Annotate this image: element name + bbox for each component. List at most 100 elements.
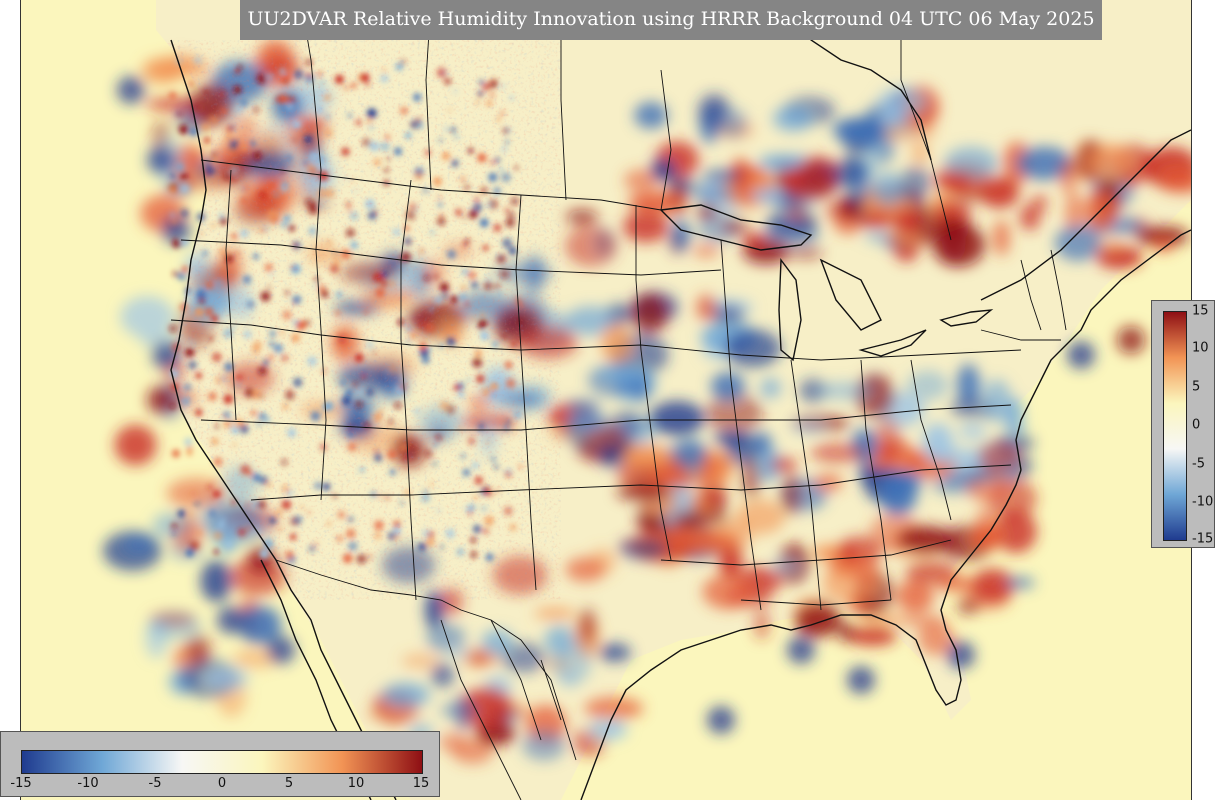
moist-innovation-blob — [586, 427, 627, 447]
new-england-lines — [980, 249, 1067, 341]
dry-speckle — [217, 521, 225, 529]
us-canada-border — [200, 159, 662, 211]
moist-innovation-blob — [146, 98, 201, 111]
dry-innovation-blob — [899, 165, 932, 202]
moist-innovation-blob — [916, 203, 935, 247]
dry-innovation-blob — [701, 169, 743, 182]
moist-speckle — [212, 490, 221, 498]
dry-ocean-observation — [147, 146, 175, 174]
dry-speckle — [176, 163, 184, 171]
dry-innovation-blob — [1005, 576, 1035, 589]
dry-innovation-blob — [1016, 146, 1073, 180]
moist-innovation-blob — [564, 225, 618, 267]
dry-innovation-blob — [772, 105, 813, 132]
moist-innovation-blob — [1086, 143, 1134, 180]
vertical-colorbar-tick: -5 — [1192, 456, 1205, 472]
moist-innovation-blob — [992, 219, 1011, 256]
moist-innovation-blob — [812, 544, 843, 561]
moist-speckle — [186, 450, 193, 456]
dry-ocean-observation — [162, 216, 190, 244]
dry-innovation-blob — [617, 538, 668, 560]
dry-innovation-blob — [760, 377, 781, 399]
moist-innovation-blob — [114, 424, 157, 466]
moist-innovation-blob — [1019, 204, 1041, 231]
state-grid-ew-3 — [200, 404, 1012, 431]
state-grid-ew-5 — [660, 539, 952, 566]
dry-innovation-blob — [982, 379, 1012, 423]
state-grid-ns-3 — [400, 179, 417, 601]
dry-speckle — [224, 540, 234, 549]
state-grid-ew-4 — [250, 464, 1012, 501]
dry-innovation-blob — [885, 470, 917, 503]
moist-speckle — [213, 549, 219, 555]
moist-speckle — [213, 531, 223, 541]
moist-speckle — [169, 324, 177, 333]
dry-ocean-observation — [787, 636, 815, 664]
moist-innovation-blob — [789, 246, 823, 259]
state-grid-ns-4 — [515, 194, 537, 591]
dry-ocean-observation — [707, 706, 735, 734]
vertical-colorbar-tick: 15 — [1192, 303, 1209, 319]
moist-innovation-blob — [565, 209, 599, 224]
moist-speckle — [172, 271, 179, 277]
dry-ocean-observation — [847, 666, 875, 694]
moist-innovation-blob — [935, 171, 973, 190]
dry-innovation-blob — [771, 558, 802, 574]
dry-innovation-blob — [799, 378, 827, 403]
dry-innovation-blob — [710, 372, 746, 401]
dry-innovation-blob — [426, 623, 466, 653]
moist-innovation-blob — [855, 373, 895, 418]
moist-innovation-blob — [233, 648, 277, 669]
dry-innovation-blob — [566, 399, 601, 413]
moist-innovation-blob — [896, 579, 934, 613]
moist-innovation-blob — [859, 612, 906, 625]
moist-innovation-blob — [911, 141, 930, 165]
dry-innovation-blob — [944, 146, 999, 180]
moist-innovation-blob — [859, 210, 893, 229]
dry-innovation-blob — [846, 192, 866, 205]
vertical-colorbar-tick: -15 — [1192, 531, 1214, 547]
dry-innovation-blob — [871, 171, 906, 206]
state-grid-ns-5 — [635, 205, 672, 561]
moist-speckle — [181, 266, 188, 273]
moist-innovation-blob — [579, 607, 596, 645]
dry-innovation-blob — [448, 645, 472, 660]
vertical-colorbar-tick: 5 — [1192, 379, 1201, 395]
us-mexico-border — [275, 559, 577, 761]
moist-innovation-blob — [810, 442, 866, 463]
dry-innovation-blob — [718, 109, 747, 138]
moist-speckle — [171, 217, 178, 225]
dry-innovation-blob — [149, 611, 201, 640]
dry-innovation-blob — [750, 188, 784, 203]
dry-speckle — [184, 437, 193, 446]
vertical-colorbar-tick: 0 — [1192, 417, 1201, 433]
dry-innovation-blob — [1004, 419, 1026, 435]
humidity-innovation-map — [21, 0, 1191, 800]
dry-innovation-blob — [650, 158, 676, 182]
moist-speckle — [188, 81, 195, 87]
dry-innovation-blob — [815, 381, 873, 400]
dry-innovation-blob — [598, 643, 631, 662]
moist-innovation-blob — [622, 445, 673, 468]
dry-innovation-blob — [568, 409, 605, 433]
dry-innovation-blob — [634, 101, 668, 129]
dry-innovation-blob — [956, 363, 980, 407]
moist-speckle — [169, 403, 176, 410]
moist-innovation-blob — [565, 557, 606, 582]
horizontal-colorbar-tick: -5 — [148, 776, 162, 791]
horizontal-colorbar-tick: 15 — [412, 776, 430, 791]
gulf-coastline — [580, 469, 1022, 800]
great-lake-huron — [819, 258, 882, 331]
dry-speckle — [194, 501, 200, 506]
dry-ocean-observation — [267, 636, 295, 664]
horizontal-colorbar-gradient — [21, 750, 423, 774]
moist-speckle — [203, 137, 211, 144]
dry-innovation-blob — [671, 439, 708, 468]
horizontal-colorbar-tick: -15 — [10, 776, 32, 791]
moist-innovation-blob — [616, 482, 670, 502]
state-grid-ns-2 — [315, 169, 327, 501]
moist-speckle — [211, 480, 215, 484]
moist-innovation-blob — [1157, 164, 1191, 193]
moist-innovation-blob — [1065, 192, 1085, 234]
moist-innovation-blob — [780, 474, 802, 516]
